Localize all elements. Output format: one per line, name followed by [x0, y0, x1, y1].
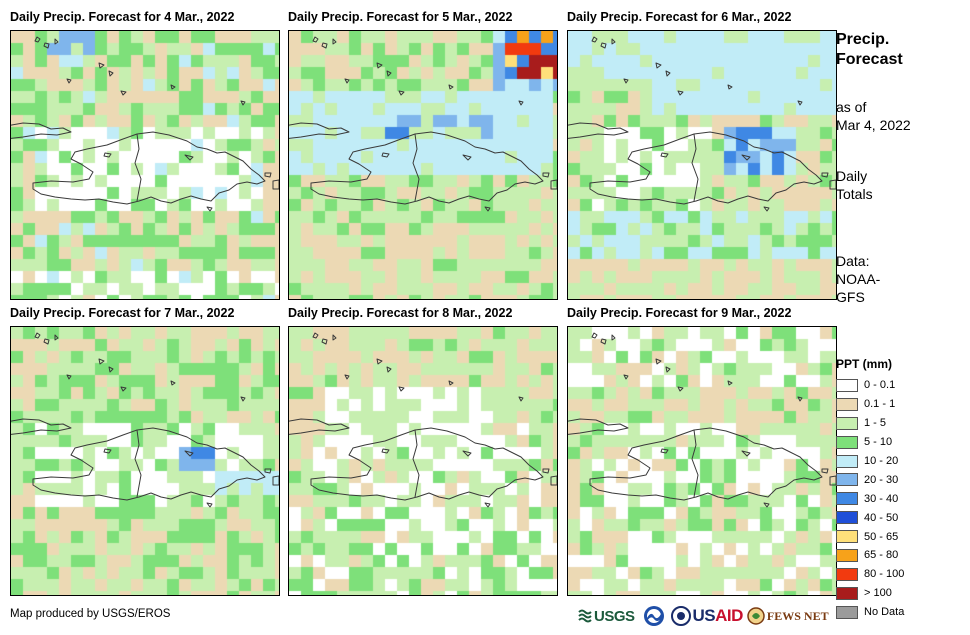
coastline-overlay — [568, 332, 836, 508]
legend-swatch — [836, 454, 858, 468]
legend: PPT (mm) 0 - 0.1 0.1 - 1 1 - 5 5 - 10 10 - 2… — [836, 357, 904, 622]
legend-swatch — [836, 397, 858, 411]
panel-title: Daily Precip. Forecast for 6 Mar., 2022 — [567, 10, 792, 24]
legend-swatch — [836, 492, 858, 506]
legend-label: 10 - 20 — [864, 455, 899, 467]
legend-swatch — [836, 511, 858, 525]
legend-label: 80 - 100 — [864, 568, 905, 581]
legend-item: 80 - 100 — [836, 565, 904, 584]
map-credit: Map produced by USGS/EROS — [10, 608, 171, 620]
legend-item: 40 - 50 — [836, 508, 904, 527]
fews-globe-icon — [747, 607, 765, 625]
legend-item: 0 - 0.1 — [836, 376, 904, 395]
legend-label: 20 - 30 — [864, 473, 899, 486]
usaid-logo: USAID — [670, 606, 743, 626]
legend-label: 65 - 80 — [864, 549, 899, 562]
legend-label: No Data — [864, 606, 905, 619]
as-of-date: as of Mar 4, 2022 — [836, 99, 911, 133]
panel-title: Daily Precip. Forecast for 7 Mar., 2022 — [10, 306, 235, 320]
usgs-wave-icon — [578, 609, 592, 623]
precip-map — [10, 326, 280, 596]
legend-item: 10 - 20 — [836, 452, 904, 471]
precip-map — [288, 30, 558, 300]
legend-item: 50 - 65 — [836, 527, 904, 546]
totals-label: Daily Totals — [836, 168, 873, 202]
legend-item: 0.1 - 1 — [836, 395, 904, 414]
legend-item: No Data — [836, 603, 904, 622]
legend-swatch — [836, 530, 858, 544]
legend-label: 0 - 0.1 — [864, 379, 896, 392]
legend-swatch — [836, 548, 858, 562]
legend-label: > 100 — [864, 587, 892, 600]
precip-map — [288, 326, 558, 596]
legend-label: 0.1 - 1 — [864, 398, 896, 411]
data-source: Data: NOAA- GFS — [836, 253, 881, 305]
legend-item: 1 - 5 — [836, 414, 904, 433]
forecast-panel-day2: Daily Precip. Forecast for 5 Mar., 2022 — [288, 10, 558, 300]
legend-swatch — [836, 416, 858, 430]
panel-title: Daily Precip. Forecast for 8 Mar., 2022 — [288, 306, 513, 320]
legend-swatch — [836, 378, 858, 392]
legend-swatch — [836, 567, 858, 581]
forecast-panel-day1: Daily Precip. Forecast for 4 Mar., 2022 — [10, 10, 280, 300]
legend-swatch — [836, 473, 858, 487]
panel-title: Daily Precip. Forecast for 4 Mar., 2022 — [10, 10, 235, 24]
coastline-overlay — [289, 36, 557, 212]
forecast-panel-day4: Daily Precip. Forecast for 7 Mar., 2022 — [10, 306, 280, 596]
legend-title: PPT (mm) — [836, 357, 893, 371]
agency-logos: USGS USAID FEWS NET — [578, 603, 829, 629]
legend-item: 65 - 80 — [836, 546, 904, 565]
legend-swatch — [836, 605, 858, 619]
legend-item: 20 - 30 — [836, 470, 904, 489]
noaa-logo-icon — [643, 606, 664, 626]
legend-item: > 100 — [836, 584, 904, 603]
legend-label: 50 - 65 — [864, 530, 899, 543]
legend-item: 5 - 10 — [836, 433, 904, 452]
coastline-overlay — [568, 36, 836, 212]
precip-map — [10, 30, 280, 300]
coastline-overlay — [11, 332, 279, 508]
legend-item: 30 - 40 — [836, 489, 904, 508]
precip-map — [567, 30, 837, 300]
forecast-panel-day6: Daily Precip. Forecast for 9 Mar., 2022 — [567, 306, 837, 596]
forecast-panel-day5: Daily Precip. Forecast for 8 Mar., 2022 — [288, 306, 558, 596]
panel-title: Daily Precip. Forecast for 9 Mar., 2022 — [567, 306, 792, 320]
legend-swatch — [836, 586, 858, 600]
legend-label: 1 - 5 — [864, 417, 887, 430]
panel-title: Daily Precip. Forecast for 5 Mar., 2022 — [288, 10, 513, 24]
precip-map — [567, 326, 837, 596]
legend-label: 40 - 50 — [864, 511, 899, 524]
fews-net-logo: FEWS NET — [747, 607, 829, 625]
legend-label: 30 - 40 — [864, 492, 899, 505]
usaid-seal-icon — [670, 606, 691, 626]
usgs-logo: USGS — [578, 608, 635, 625]
map-title: Precip. Forecast — [836, 31, 903, 68]
legend-swatch — [836, 435, 858, 449]
legend-label: 5 - 10 — [864, 436, 893, 449]
forecast-panel-day3: Daily Precip. Forecast for 6 Mar., 2022 — [567, 10, 837, 300]
coastline-overlay — [289, 332, 557, 508]
coastline-overlay — [11, 36, 279, 212]
